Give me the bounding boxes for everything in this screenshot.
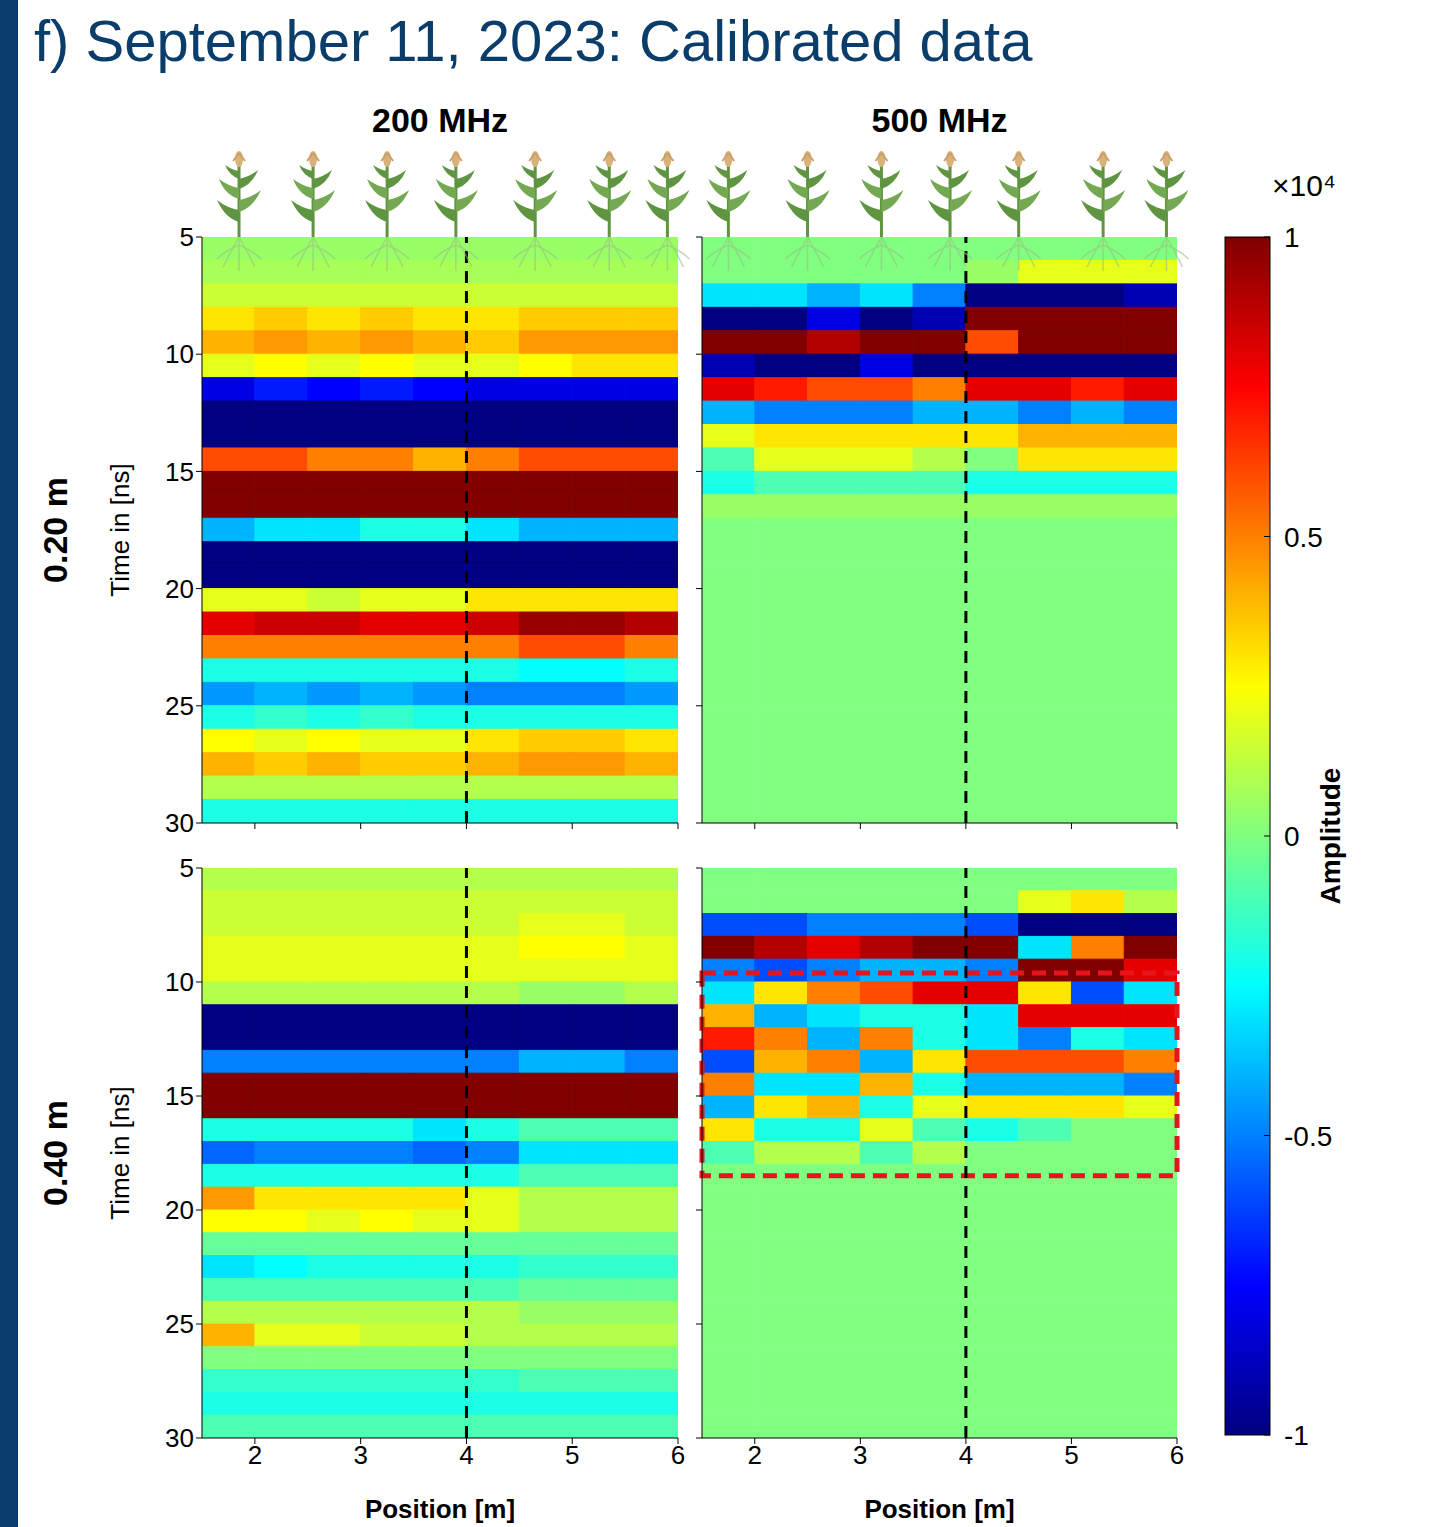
html-text:200 MHz: 200 MHz <box>372 101 508 139</box>
svg-text:0.5: 0.5 <box>1284 522 1323 553</box>
svg-text:×10⁴: ×10⁴ <box>1272 169 1336 202</box>
svg-text:10: 10 <box>165 339 194 369</box>
svg-text:2: 2 <box>248 1440 262 1470</box>
svg-text:Position [m]: Position [m] <box>365 1494 515 1524</box>
svg-text:30: 30 <box>165 808 194 838</box>
svg-text:10: 10 <box>165 967 194 997</box>
html-text:500 MHz: 500 MHz <box>871 101 1008 139</box>
html-text:f) September 11, 2023: Calibra: f) September 11, 2023: Calibrated data <box>34 8 1033 73</box>
svg-text:1: 1 <box>1284 222 1300 253</box>
svg-text:-0.5: -0.5 <box>1284 1121 1332 1152</box>
svg-text:15: 15 <box>165 457 194 487</box>
svg-text:Time in [ns]: Time in [ns] <box>105 1086 135 1219</box>
svg-text:15: 15 <box>165 1081 194 1111</box>
svg-text:25: 25 <box>165 1309 194 1339</box>
html-text:0.20 m: 0.20 m <box>35 477 74 583</box>
svg-text:2: 2 <box>748 1440 762 1470</box>
svg-text:5: 5 <box>565 1440 579 1470</box>
svg-text:3: 3 <box>353 1440 367 1470</box>
html-text:0.40 m: 0.40 m <box>35 1100 74 1206</box>
svg-text:30: 30 <box>165 1423 194 1453</box>
svg-text:5: 5 <box>180 853 194 883</box>
svg-text:0: 0 <box>1284 821 1300 852</box>
svg-text:Time in [ns]: Time in [ns] <box>105 463 135 596</box>
svg-text:-1: -1 <box>1284 1420 1309 1451</box>
svg-text:Position [m]: Position [m] <box>864 1494 1014 1524</box>
svg-text:6: 6 <box>1170 1440 1184 1470</box>
svg-text:25: 25 <box>165 691 194 721</box>
svg-text:20: 20 <box>165 1195 194 1225</box>
svg-text:3: 3 <box>853 1440 867 1470</box>
svg-text:20: 20 <box>165 574 194 604</box>
svg-text:Amplitude: Amplitude <box>1315 768 1346 905</box>
svg-text:5: 5 <box>180 222 194 252</box>
svg-text:4: 4 <box>959 1440 973 1470</box>
svg-text:5: 5 <box>1064 1440 1078 1470</box>
svg-text:4: 4 <box>459 1440 473 1470</box>
svg-text:6: 6 <box>671 1440 685 1470</box>
